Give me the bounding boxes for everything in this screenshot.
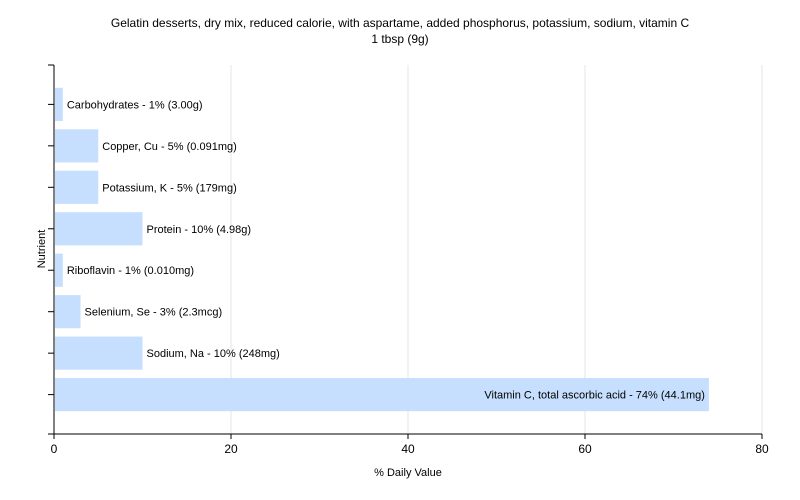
bar-label: Potassium, K - 5% (179mg) <box>102 182 237 194</box>
bar-label: Copper, Cu - 5% (0.091mg) <box>102 141 237 153</box>
x-tick-label: 60 <box>578 442 592 456</box>
bars: Carbohydrates - 1% (3.00g) Copper, Cu - 5… <box>55 87 709 412</box>
bar <box>55 336 143 370</box>
x-tick-label: 0 <box>51 442 58 456</box>
bar <box>55 253 63 287</box>
bar <box>55 170 99 204</box>
bar <box>55 295 81 329</box>
x-tick-label: 40 <box>401 442 415 456</box>
bar-label: Vitamin C, total ascorbic acid - 74% (44… <box>484 390 705 402</box>
chart-title-line: Gelatin desserts, dry mix, reduced calor… <box>110 16 690 30</box>
bar-label: Sodium, Na - 10% (248mg) <box>147 348 280 360</box>
bar-label: Carbohydrates - 1% (3.00g) <box>67 99 203 111</box>
chart-subtitle: 1 tbsp (9g) <box>371 32 429 46</box>
bar-label: Riboflavin - 1% (0.010mg) <box>67 265 194 277</box>
bar-label: Selenium, Se - 3% (2.3mcg) <box>85 307 223 319</box>
x-axis-title: % Daily Value <box>374 467 442 479</box>
y-axis-title: Nutrient <box>36 230 48 269</box>
bar-label: Protein - 10% (4.98g) <box>147 224 252 236</box>
gridlines <box>230 65 763 434</box>
bar <box>55 87 63 121</box>
x-tick-label: 80 <box>755 442 769 456</box>
bar <box>55 212 143 246</box>
bar <box>55 129 99 163</box>
bar <box>55 378 709 412</box>
chart-title: Gelatin desserts, dry mix, reduced calor… <box>0 15 800 47</box>
axes: 0 20 40 60 80 <box>48 64 769 456</box>
x-tick-label: 20 <box>224 442 238 456</box>
